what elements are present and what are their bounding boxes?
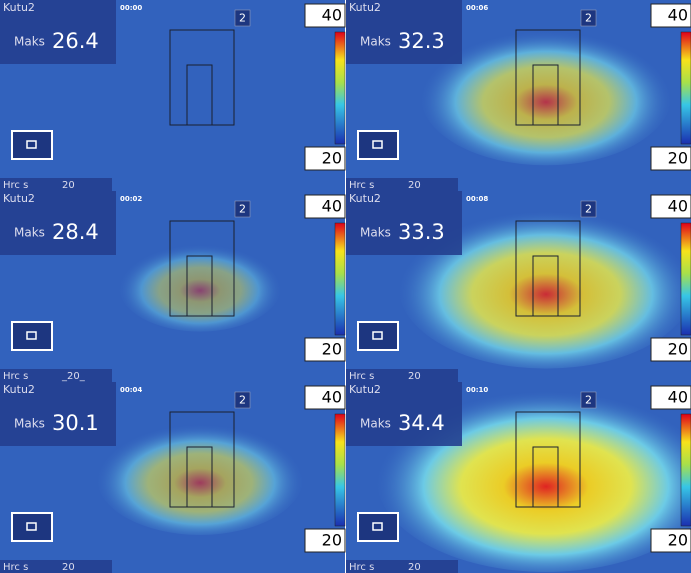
footer-value: 20 <box>408 371 421 382</box>
footer-value: 20 <box>62 180 75 191</box>
mode-icon <box>358 131 398 159</box>
mode-icon <box>12 131 52 159</box>
footer-label: Hrc s <box>349 371 374 382</box>
color-scale <box>335 223 345 335</box>
footer-value: 20 <box>62 562 75 573</box>
thermal-panel: Kutu2 Maks 30.1 00:04 2 40 20 Hrc s 20 <box>0 382 345 573</box>
box-title: Kutu2 <box>3 192 35 205</box>
time: 00:10 <box>466 386 488 394</box>
mode-icon <box>12 322 52 350</box>
mode-icon <box>358 513 398 541</box>
footer-value: _20_ <box>61 371 86 382</box>
scale-top: 40 <box>322 197 342 216</box>
scale-bottom: 20 <box>322 340 342 359</box>
max-value: 34.4 <box>398 411 445 435</box>
zone-label: 2 <box>585 203 592 216</box>
time: 00:08 <box>466 195 488 203</box>
scale-top: 40 <box>322 6 342 25</box>
max-label: Maks <box>14 417 45 431</box>
footer-label: Hrc s <box>349 180 374 191</box>
heat-blob <box>118 240 281 331</box>
box-title: Kutu2 <box>349 383 381 396</box>
box-title: Kutu2 <box>349 192 381 205</box>
thermal-panel: Kutu2 Maks 33.3 00:08 2 40 20 Hrc s 20 <box>346 191 691 382</box>
thermal-panel: Kutu2 Maks 34.4 00:10 2 40 20 Hrc s 20 <box>346 382 691 573</box>
max-label: Maks <box>360 417 391 431</box>
time: 00:06 <box>466 4 488 12</box>
box-title: Kutu2 <box>349 1 381 14</box>
footer-label: Hrc s <box>349 562 374 573</box>
mode-icon <box>358 322 398 350</box>
time: 00:04 <box>120 386 142 394</box>
max-value: 30.1 <box>52 411 99 435</box>
box-title: Kutu2 <box>3 383 35 396</box>
footer-value: 20 <box>408 562 421 573</box>
scale-top: 40 <box>668 6 688 25</box>
thermal-panel: Kutu2 Maks 28.4 00:02 2 40 20 Hrc s _20_ <box>0 191 345 382</box>
footer-label: Hrc s <box>3 180 28 191</box>
color-scale <box>335 414 345 526</box>
heat-blob <box>96 419 303 535</box>
max-label: Maks <box>360 226 391 240</box>
max-value: 26.4 <box>52 29 99 53</box>
zone-label: 2 <box>239 203 246 216</box>
scale-bottom: 20 <box>668 531 688 550</box>
scale-bottom: 20 <box>668 149 688 168</box>
max-label: Maks <box>14 226 45 240</box>
color-scale <box>335 32 345 144</box>
color-scale <box>681 223 691 335</box>
zone-label: 2 <box>585 394 592 407</box>
zone-label: 2 <box>239 394 246 407</box>
max-value: 32.3 <box>398 29 445 53</box>
scale-bottom: 20 <box>322 149 342 168</box>
footer-label: Hrc s <box>3 562 28 573</box>
zone-label: 2 <box>239 12 246 25</box>
zone-label: 2 <box>585 12 592 25</box>
thermal-grid: Kutu2 Maks 26.4 00:00 2 40 20 Hrc s 20 Kutu2 Maks 3… <box>0 0 691 573</box>
max-label: Maks <box>14 35 45 49</box>
scale-top: 40 <box>668 197 688 216</box>
thermal-panel: Kutu2 Maks 32.3 00:06 2 40 20 Hrc s 20 <box>346 0 691 191</box>
scale-top: 40 <box>668 388 688 407</box>
mode-icon <box>12 513 52 541</box>
footer-label: Hrc s <box>3 371 28 382</box>
footer-value: 20 <box>408 180 421 191</box>
color-scale <box>681 32 691 144</box>
color-scale <box>681 414 691 526</box>
box-title: Kutu2 <box>3 1 35 14</box>
thermal-panel: Kutu2 Maks 26.4 00:00 2 40 20 Hrc s 20 <box>0 0 345 191</box>
time: 00:02 <box>120 195 142 203</box>
max-value: 28.4 <box>52 220 99 244</box>
scale-top: 40 <box>322 388 342 407</box>
scale-bottom: 20 <box>322 531 342 550</box>
max-label: Maks <box>360 35 391 49</box>
scale-bottom: 20 <box>668 340 688 359</box>
max-value: 33.3 <box>398 220 445 244</box>
time: 00:00 <box>120 4 142 12</box>
